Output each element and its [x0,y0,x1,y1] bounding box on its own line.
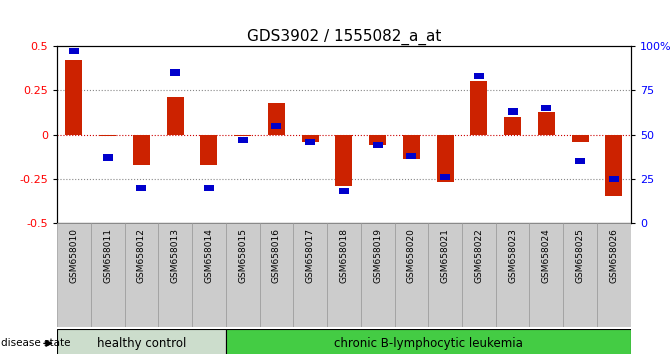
Text: GSM658012: GSM658012 [137,228,146,283]
Bar [336,135,352,186]
Text: GSM658013: GSM658013 [170,228,180,283]
FancyBboxPatch shape [91,223,125,327]
Bar [504,117,521,135]
Bar [69,48,79,55]
FancyBboxPatch shape [158,223,192,327]
Bar [572,135,588,142]
FancyBboxPatch shape [462,223,496,327]
Bar [470,81,487,135]
Text: GSM658019: GSM658019 [373,228,382,283]
Bar [372,142,382,148]
Text: GSM658011: GSM658011 [103,228,112,283]
FancyBboxPatch shape [496,223,529,327]
Text: GSM658025: GSM658025 [576,228,584,283]
Bar [302,135,319,142]
FancyBboxPatch shape [225,223,260,327]
Text: GSM658018: GSM658018 [340,228,348,283]
Bar [99,135,116,136]
Text: GSM658021: GSM658021 [441,228,450,283]
Text: GSM658020: GSM658020 [407,228,416,283]
Text: GSM658016: GSM658016 [272,228,281,283]
Bar [339,188,349,194]
FancyBboxPatch shape [597,223,631,327]
Bar [440,174,450,180]
Bar [271,122,281,129]
Bar [204,184,214,191]
Bar [474,73,484,79]
Text: GSM658014: GSM658014 [205,228,213,283]
FancyBboxPatch shape [293,223,327,327]
Text: GSM658015: GSM658015 [238,228,247,283]
Bar [136,184,146,191]
Bar [369,135,386,145]
FancyBboxPatch shape [225,329,631,354]
FancyBboxPatch shape [192,223,225,327]
Text: GSM658026: GSM658026 [609,228,619,283]
FancyBboxPatch shape [327,223,361,327]
Title: GDS3902 / 1555082_a_at: GDS3902 / 1555082_a_at [247,28,441,45]
Bar [103,154,113,161]
FancyBboxPatch shape [563,223,597,327]
Bar [268,103,285,135]
FancyBboxPatch shape [395,223,428,327]
Bar [507,108,518,115]
Bar [201,135,217,165]
Bar [166,97,184,135]
FancyBboxPatch shape [361,223,395,327]
Bar [407,153,417,159]
Text: GSM658017: GSM658017 [305,228,315,283]
Bar [305,138,315,145]
FancyBboxPatch shape [57,329,225,354]
Text: GSM658022: GSM658022 [474,228,483,283]
Bar [234,135,251,136]
Bar [133,135,150,165]
Bar [66,60,83,135]
Bar [170,69,180,76]
Text: healthy control: healthy control [97,337,186,350]
Text: GSM658010: GSM658010 [69,228,79,283]
FancyBboxPatch shape [529,223,563,327]
FancyBboxPatch shape [125,223,158,327]
FancyBboxPatch shape [57,223,91,327]
Text: disease state: disease state [1,338,70,348]
Bar [605,135,622,196]
Text: chronic B-lymphocytic leukemia: chronic B-lymphocytic leukemia [333,337,523,350]
Bar [538,112,555,135]
Bar [238,137,248,143]
Bar [575,158,585,164]
FancyBboxPatch shape [428,223,462,327]
Bar [437,135,454,182]
Bar [403,135,420,159]
Bar [609,176,619,182]
FancyBboxPatch shape [260,223,293,327]
Bar [541,105,552,111]
Text: GSM658023: GSM658023 [508,228,517,283]
Text: GSM658024: GSM658024 [542,228,551,283]
